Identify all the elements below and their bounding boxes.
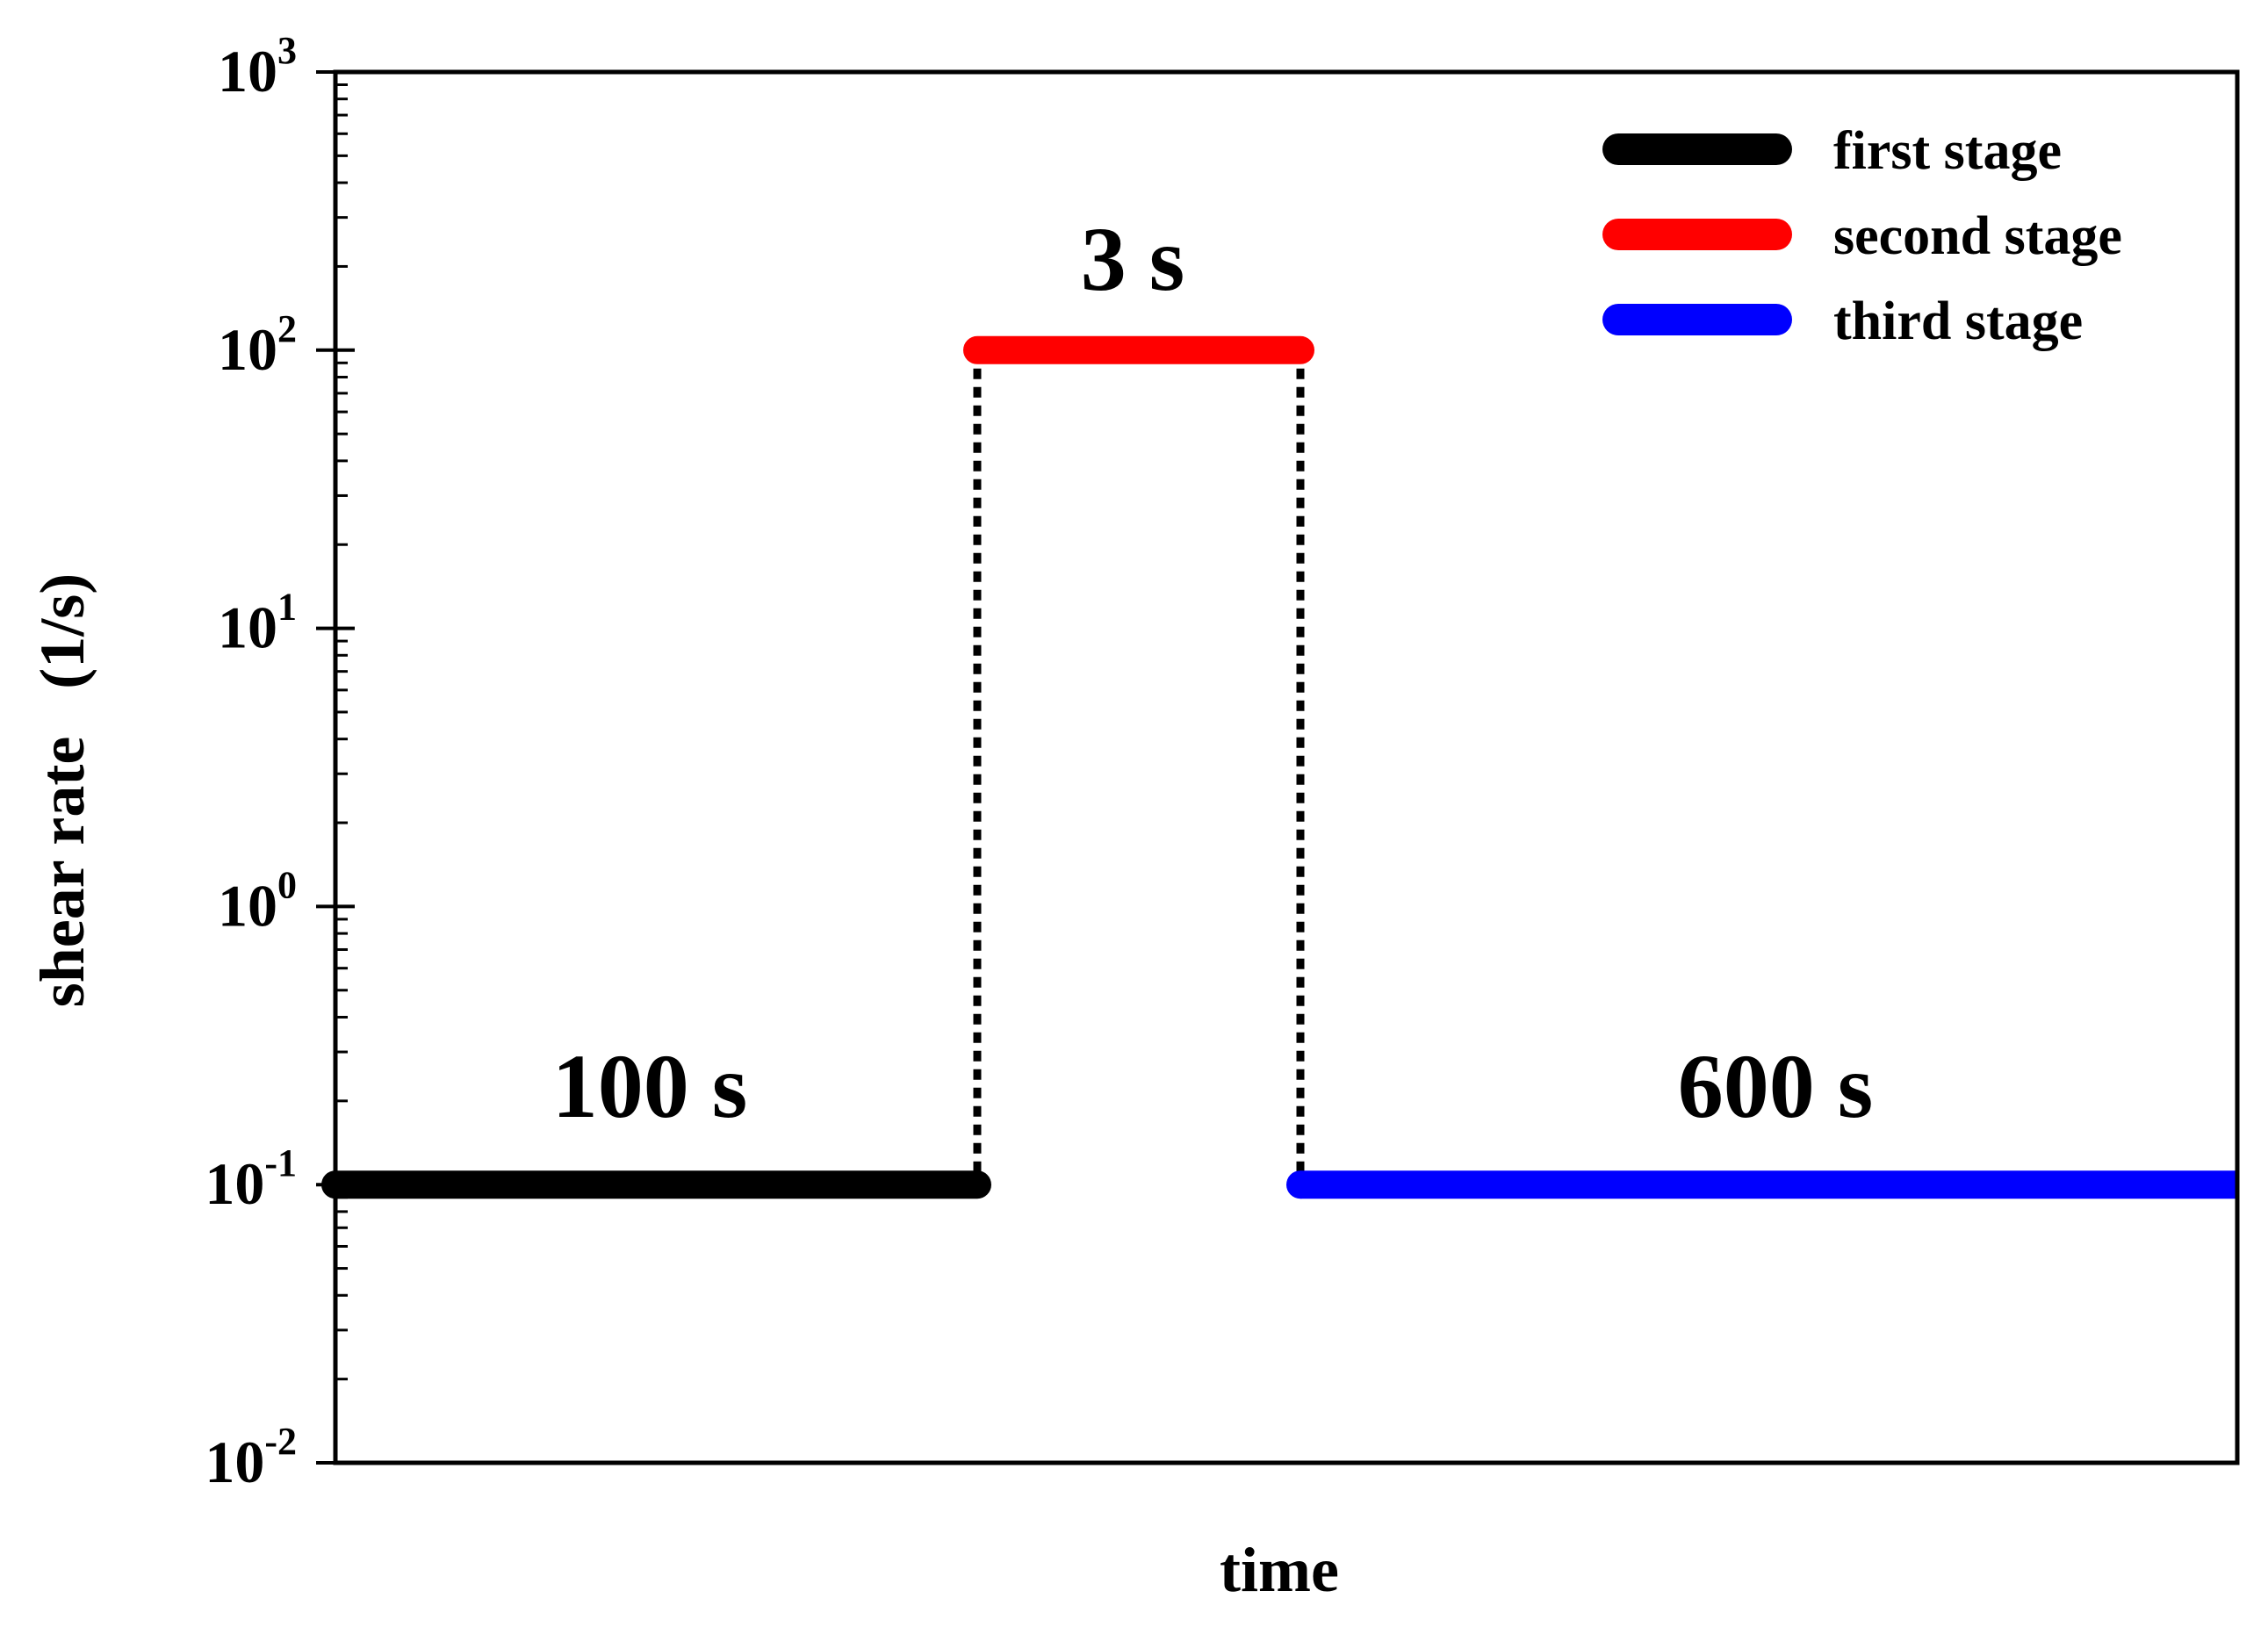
y-tick-label: 100 xyxy=(218,863,297,939)
x-axis-label: time xyxy=(1220,1535,1339,1605)
series-lines xyxy=(321,335,2237,1199)
legend: first stage second stage third stage xyxy=(1602,121,2122,351)
legend-label: third stage xyxy=(1833,292,2083,351)
legend-label: first stage xyxy=(1833,121,2062,181)
y-axis-tick-labels: 10-2 10-1 100 101 102 103 xyxy=(205,29,297,1495)
y-axis-label: shear rate (1/s) xyxy=(27,573,97,1008)
legend-label: second stage xyxy=(1833,206,2122,266)
y-tick-label: 10-1 xyxy=(205,1141,297,1217)
plot-frame xyxy=(333,69,2240,1465)
stage-connectors xyxy=(973,349,1305,1185)
stage-duration-label: 100 s xyxy=(552,1036,747,1137)
y-tick-label: 103 xyxy=(218,29,297,104)
stage-duration-label: 3 s xyxy=(1081,209,1184,310)
stage-duration-label: 600 s xyxy=(1678,1036,1873,1137)
y-tick-label: 102 xyxy=(218,307,297,383)
stage-duration-annotations: 100 s 3 s 600 s xyxy=(552,209,1873,1137)
y-tick-label: 10-2 xyxy=(205,1420,297,1495)
y-tick-label: 101 xyxy=(218,586,297,661)
series-line-cap xyxy=(1286,1170,1314,1199)
